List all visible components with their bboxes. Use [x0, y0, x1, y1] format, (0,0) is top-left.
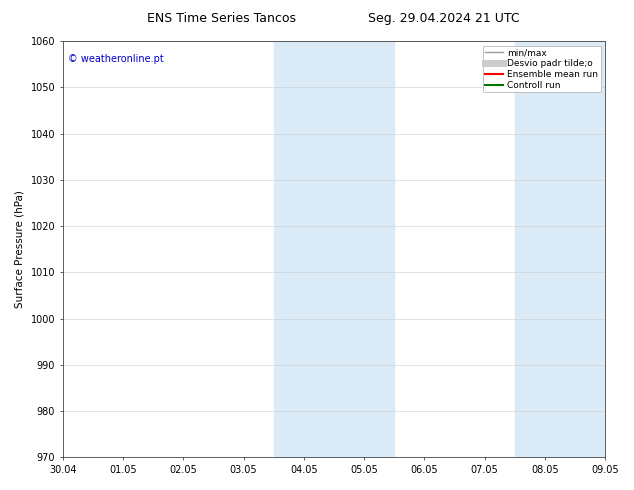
Text: ENS Time Series Tancos: ENS Time Series Tancos [147, 12, 297, 25]
Bar [515, 41, 605, 457]
Legend: min/max, Desvio padr tilde;o, Ensemble mean run, Controll run: min/max, Desvio padr tilde;o, Ensemble m… [482, 46, 600, 93]
Bar [274, 41, 394, 457]
Text: Seg. 29.04.2024 21 UTC: Seg. 29.04.2024 21 UTC [368, 12, 520, 25]
Y-axis label: Surface Pressure (hPa): Surface Pressure (hPa) [15, 190, 25, 308]
Text: © weatheronline.pt: © weatheronline.pt [68, 53, 164, 64]
